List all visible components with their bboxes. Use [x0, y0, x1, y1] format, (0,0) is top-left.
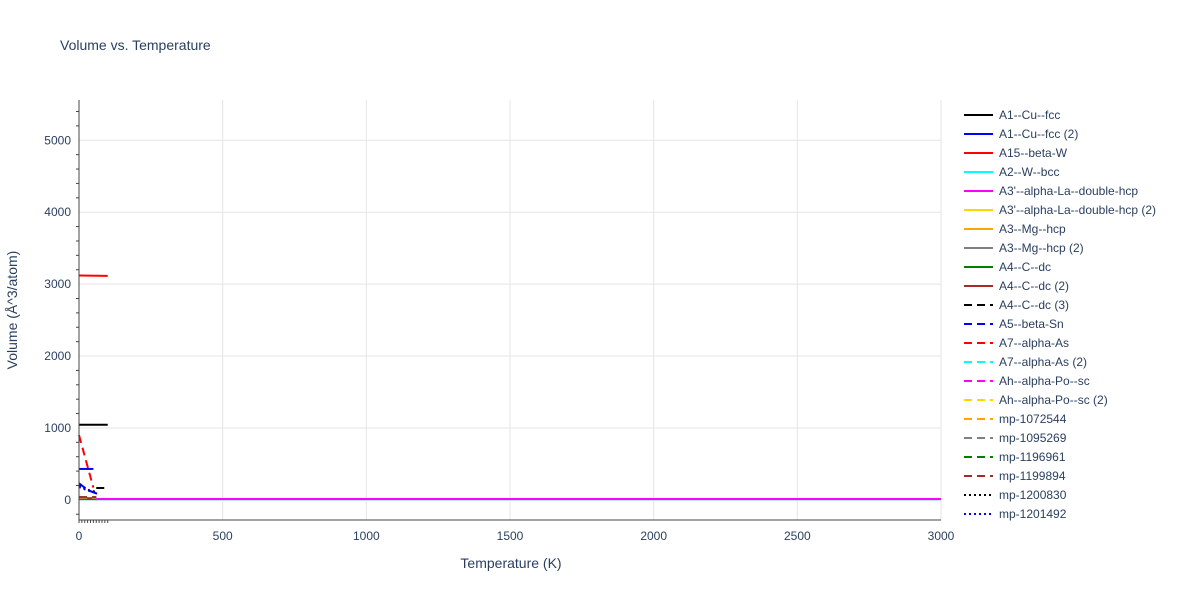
legend-item[interactable]: Ah--alpha-Po--sc	[962, 371, 1156, 390]
x-tick-label: 0	[76, 529, 83, 543]
legend-item[interactable]: mp-1199894	[962, 466, 1156, 485]
legend-label: A3'--alpha-La--double-hcp (2)	[999, 202, 1157, 217]
legend-label: mp-1200830	[999, 487, 1067, 502]
legend-item[interactable]: A7--alpha-As	[962, 333, 1156, 352]
legend-swatch	[964, 170, 993, 173]
legend-swatch	[964, 151, 993, 154]
x-tick-label: 3000	[928, 529, 955, 543]
y-tick-label: 4000	[44, 205, 71, 219]
x-tick-label: 2000	[640, 529, 667, 543]
legend-item[interactable]: A15--beta-W	[962, 143, 1156, 162]
legend-label: Ah--alpha-Po--sc (2)	[999, 392, 1108, 407]
plot-area	[78, 274, 941, 501]
legend-label: mp-1199894	[999, 468, 1066, 483]
legend-swatch	[964, 379, 993, 382]
legend-swatch	[964, 189, 993, 192]
legend-item[interactable]: A1--Cu--fcc	[962, 105, 1156, 124]
legend-item[interactable]: A7--alpha-As (2)	[962, 352, 1156, 371]
legend-item[interactable]: mp-1072544	[962, 409, 1156, 428]
legend-item[interactable]: A4--C--dc (2)	[962, 276, 1156, 295]
legend: A1--Cu--fcc A1--Cu--fcc (2) A15--beta-W A2-…	[962, 105, 1156, 523]
legend-swatch	[964, 398, 993, 401]
legend-label: mp-1201492	[999, 506, 1067, 521]
legend-label: mp-1095269	[999, 430, 1067, 445]
legend-swatch	[964, 208, 993, 211]
legend-item[interactable]: A2--W--bcc	[962, 162, 1156, 181]
legend-item[interactable]: mp-1196961	[962, 447, 1156, 466]
legend-item[interactable]: A1--Cu--fcc (2)	[962, 124, 1156, 143]
legend-label: mp-1196961	[999, 449, 1066, 464]
x-tick-label: 500	[213, 529, 233, 543]
chart-title: Volume vs. Temperature	[60, 37, 211, 53]
legend-label: A2--W--bcc	[999, 164, 1060, 179]
x-tick-label: 1500	[497, 529, 524, 543]
legend-item[interactable]: A3--Mg--hcp	[962, 219, 1156, 238]
series-line-11	[78, 482, 103, 496]
legend-item[interactable]: A4--C--dc	[962, 257, 1156, 276]
legend-swatch	[964, 360, 993, 363]
legend-item[interactable]: A4--C--dc (3)	[962, 295, 1156, 314]
legend-item[interactable]: mp-1095269	[962, 428, 1156, 447]
series-line-12	[78, 434, 95, 488]
y-tick-label: 5000	[44, 133, 71, 147]
legend-label: A3'--alpha-La--double-hcp	[999, 183, 1139, 198]
legend-swatch	[964, 265, 993, 268]
legend-label: A7--alpha-As	[999, 335, 1070, 350]
legend-label: A4--C--dc (3)	[999, 297, 1070, 312]
legend-label: A4--C--dc (2)	[999, 278, 1070, 293]
legend-label: Ah--alpha-Po--sc	[999, 373, 1090, 388]
legend-label: mp-1072544	[999, 411, 1067, 426]
legend-swatch	[964, 455, 993, 458]
legend-label: A3--Mg--hcp	[999, 221, 1066, 236]
legend-item[interactable]: mp-1201492	[962, 504, 1156, 523]
legend-label: A15--beta-W	[999, 145, 1068, 160]
y-tick-label: 1000	[44, 421, 71, 435]
legend-label: A7--alpha-As (2)	[999, 354, 1088, 369]
legend-label: A4--C--dc	[999, 259, 1052, 274]
legend-label: A1--Cu--fcc	[999, 107, 1061, 122]
legend-item[interactable]: A5--beta-Sn	[962, 314, 1156, 333]
legend-item[interactable]: Ah--alpha-Po--sc (2)	[962, 390, 1156, 409]
legend-swatch	[964, 246, 993, 249]
legend-item[interactable]: A3--Mg--hcp (2)	[962, 238, 1156, 257]
legend-label: A5--beta-Sn	[999, 316, 1064, 331]
legend-swatch	[964, 341, 993, 344]
y-tick-label: 3000	[44, 277, 71, 291]
legend-swatch	[964, 113, 993, 116]
legend-swatch	[964, 132, 993, 135]
x-tick-label: 1000	[353, 529, 380, 543]
legend-swatch	[964, 227, 993, 230]
legend-label: A1--Cu--fcc (2)	[999, 126, 1079, 141]
legend-swatch	[964, 493, 993, 496]
legend-swatch	[964, 436, 993, 439]
legend-label: A3--Mg--hcp (2)	[999, 240, 1084, 255]
legend-swatch	[964, 474, 993, 477]
legend-item[interactable]: mp-1200830	[962, 485, 1156, 504]
legend-swatch	[964, 303, 993, 306]
x-tick-label: 2500	[784, 529, 811, 543]
legend-swatch	[964, 284, 993, 287]
legend-swatch	[964, 512, 993, 515]
y-tick-label: 2000	[44, 349, 71, 363]
legend-item[interactable]: A3'--alpha-La--double-hcp (2)	[962, 200, 1156, 219]
legend-swatch	[964, 322, 993, 325]
y-axis-label: Volume (Å^3/atom)	[4, 251, 20, 370]
x-axis-label: Temperature (K)	[460, 555, 561, 571]
legend-swatch	[964, 417, 993, 420]
gridlines	[79, 100, 942, 520]
axes: 0 500 1000 1500 2000 2500 3000 0 1000 2000 3000 400…	[44, 100, 955, 543]
legend-item[interactable]: A3'--alpha-La--double-hcp	[962, 181, 1156, 200]
series-line-21	[78, 485, 97, 494]
y-tick-label: 0	[64, 493, 71, 507]
